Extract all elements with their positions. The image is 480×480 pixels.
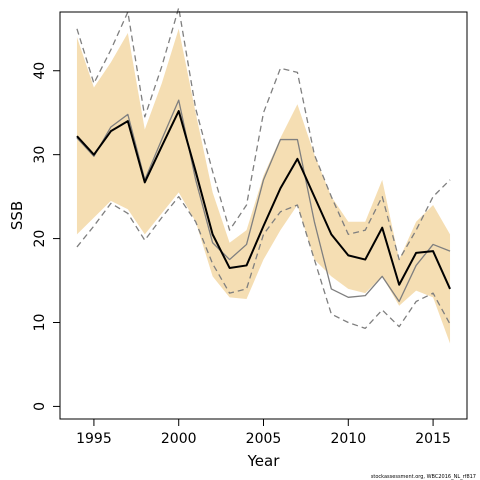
confidence-band: [76, 28, 451, 344]
x-tick-label: 2000: [161, 431, 197, 447]
y-tick-label: 10: [32, 314, 48, 332]
series-line-alt-upper: [76, 7, 451, 261]
series-line-alt-estimate: [76, 99, 451, 303]
y-tick-label: 0: [32, 402, 48, 411]
x-tick-label: 1995: [76, 431, 112, 447]
y-tick-label: 20: [32, 230, 48, 248]
credit-text: stockassessment.org, WBC2016_NL_rf817: [371, 474, 476, 480]
x-tick-label: 2010: [330, 431, 366, 447]
y-tick-label: 30: [32, 146, 48, 164]
x-tick-label: 2015: [415, 431, 451, 447]
y-tick-label: 40: [32, 62, 48, 80]
y-axis-label: SSB: [8, 201, 26, 230]
x-axis-label: Year: [247, 452, 281, 470]
series-line-estimate: [76, 110, 451, 290]
x-tick-label: 2005: [246, 431, 282, 447]
